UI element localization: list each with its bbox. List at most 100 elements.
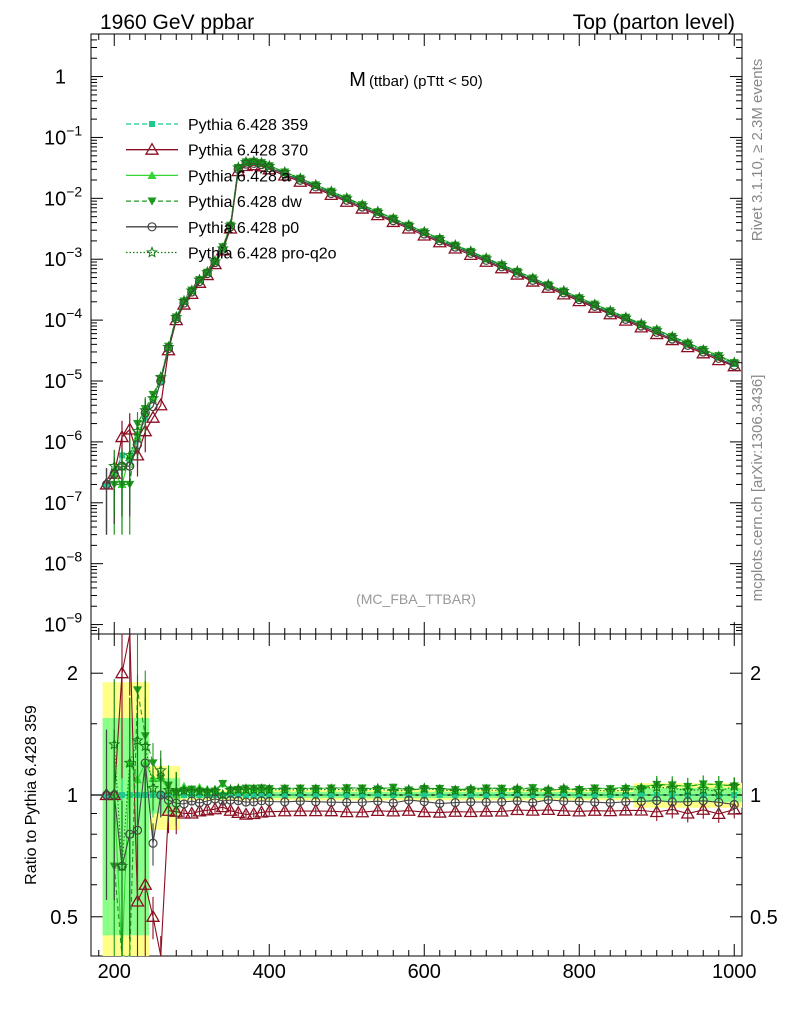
ratio-marker-pp0	[388, 798, 398, 808]
series-marker-pp0	[280, 169, 290, 179]
series-marker-pq2o	[232, 161, 245, 173]
series-marker-pq2o	[177, 294, 191, 307]
ratio-marker-pq2o	[193, 784, 206, 797]
y-tick-exponent: −5	[66, 366, 82, 382]
ratio-marker-pp0	[450, 798, 460, 808]
ratio-marker-pp0	[373, 796, 383, 806]
series-marker-pp0	[311, 182, 321, 192]
ratio-marker-pq2o	[208, 784, 222, 797]
legend-marker-pdw	[147, 197, 157, 206]
ratio-marker-p370	[727, 802, 742, 815]
ratio-y-tick-label: 2	[67, 663, 78, 685]
ratio-marker-p359	[281, 792, 288, 798]
ratio-marker-pp0	[621, 797, 631, 807]
header-left: 1960 GeV ppbar	[100, 11, 254, 34]
ratio-marker-p370	[138, 877, 153, 890]
ratio-marker-pp0	[590, 797, 600, 807]
series-marker-pq2o	[480, 251, 493, 264]
ratio-marker-p370	[114, 665, 130, 679]
ratio-marker-pp0	[264, 796, 274, 807]
series-marker-pp0	[466, 248, 476, 258]
ratio-marker-p359	[498, 792, 505, 798]
y-tick-label: 1	[55, 67, 66, 89]
ratio-marker-pp0	[295, 796, 305, 806]
series-marker-pq2o	[224, 219, 237, 231]
ratio-marker-p359	[250, 792, 257, 798]
plot-title: M (ttbar) (pTtt < 50)	[349, 69, 482, 91]
y-tick-base: 10	[44, 615, 66, 637]
y-tick-label: 10−1	[44, 122, 82, 149]
ratio-marker-p359	[622, 792, 629, 798]
ratio-y-tick-label: 1	[67, 785, 78, 807]
ratio-marker-pp0	[652, 795, 662, 806]
series-marker-pdw	[698, 345, 708, 354]
series-marker-pp0	[357, 202, 367, 212]
series-marker-pq2o	[697, 343, 710, 356]
y-tick-base: 10	[44, 310, 66, 332]
y-tick-base: 10	[44, 127, 66, 149]
ratio-marker-pq2o	[650, 780, 663, 793]
ratio-marker-pq2o	[666, 781, 679, 794]
x-tick-label: 1000	[712, 961, 757, 983]
ratio-marker-p370	[386, 804, 401, 817]
series-marker-pq2o	[139, 403, 152, 416]
series-marker-pq2o	[728, 356, 741, 368]
ratio-marker-pq2o	[131, 734, 144, 746]
ratio-marker-p359	[452, 792, 459, 798]
series-marker-pp0	[187, 287, 197, 297]
ratio-marker-p370	[192, 804, 207, 817]
y-tick-exponent: −8	[66, 549, 82, 565]
series-marker-pp0	[450, 242, 460, 252]
series-p359	[103, 159, 738, 535]
ratio-marker-p359	[560, 792, 567, 798]
ratio-marker-p370	[541, 802, 556, 816]
series-marker-pq2o	[495, 258, 508, 271]
series-marker-pp0	[101, 479, 112, 490]
ratio-marker-p359	[297, 792, 304, 798]
ratio-marker-p370	[417, 804, 432, 818]
ratio-marker-pp0	[466, 797, 476, 807]
ratio-marker-p359	[258, 792, 265, 798]
series-pq2o	[108, 155, 741, 517]
y-tick-label: 10−3	[44, 244, 82, 271]
ratio-marker-pq2o	[108, 738, 121, 750]
series-marker-pq2o	[449, 239, 462, 251]
series-marker-pq2o	[588, 298, 601, 310]
ratio-marker-p370	[254, 805, 269, 818]
ratio-marker-pq2o	[573, 784, 586, 796]
ratio-marker-p370	[448, 804, 463, 817]
ratio-marker-p370	[262, 804, 277, 817]
ratio-marker-pq2o	[123, 756, 136, 769]
ratio-marker-pp0	[559, 796, 569, 806]
ratio-marker-pq2o	[115, 859, 129, 872]
legend-marker-p370	[144, 142, 160, 155]
ratio-marker-p370	[200, 802, 215, 816]
series-p370	[99, 157, 742, 535]
ratio-marker-pq2o	[309, 783, 322, 795]
plot-title-sub: (ttbar) (pTtt < 50)	[369, 73, 483, 90]
legend-label-pa: Pythia 6.428 a	[188, 168, 290, 185]
ratio-marker-pq2o	[619, 783, 632, 796]
ratio-marker-pp0	[280, 797, 290, 807]
ratio-marker-p370	[223, 803, 238, 816]
ratio-marker-p370	[176, 806, 192, 819]
ratio-line-pdw	[113, 689, 735, 957]
ratio-marker-pq2o	[177, 784, 191, 796]
series-marker-pq2o	[356, 198, 369, 211]
ratio-marker-p359	[638, 792, 645, 798]
series-marker-pq2o	[123, 449, 136, 461]
ratio-y-tick-label-right: 2	[750, 663, 761, 685]
legend-label-p359: Pythia 6.428 359	[188, 117, 308, 134]
series-marker-pp0	[171, 314, 181, 324]
series-marker-pp0	[163, 344, 174, 354]
y-tick-exponent: −9	[66, 610, 82, 626]
ratio-marker-pq2o	[371, 782, 384, 795]
series-marker-p370	[122, 422, 137, 435]
ratio-marker-p370	[603, 803, 618, 817]
series-marker-pq2o	[170, 310, 183, 323]
legend-label-pp0: Pythia 6.428 p0	[188, 220, 299, 237]
ratio-marker-p370	[665, 802, 680, 815]
ratio-marker-pdw	[218, 780, 228, 789]
series-marker-pq2o	[402, 219, 415, 231]
series-marker-pq2o	[294, 172, 307, 184]
